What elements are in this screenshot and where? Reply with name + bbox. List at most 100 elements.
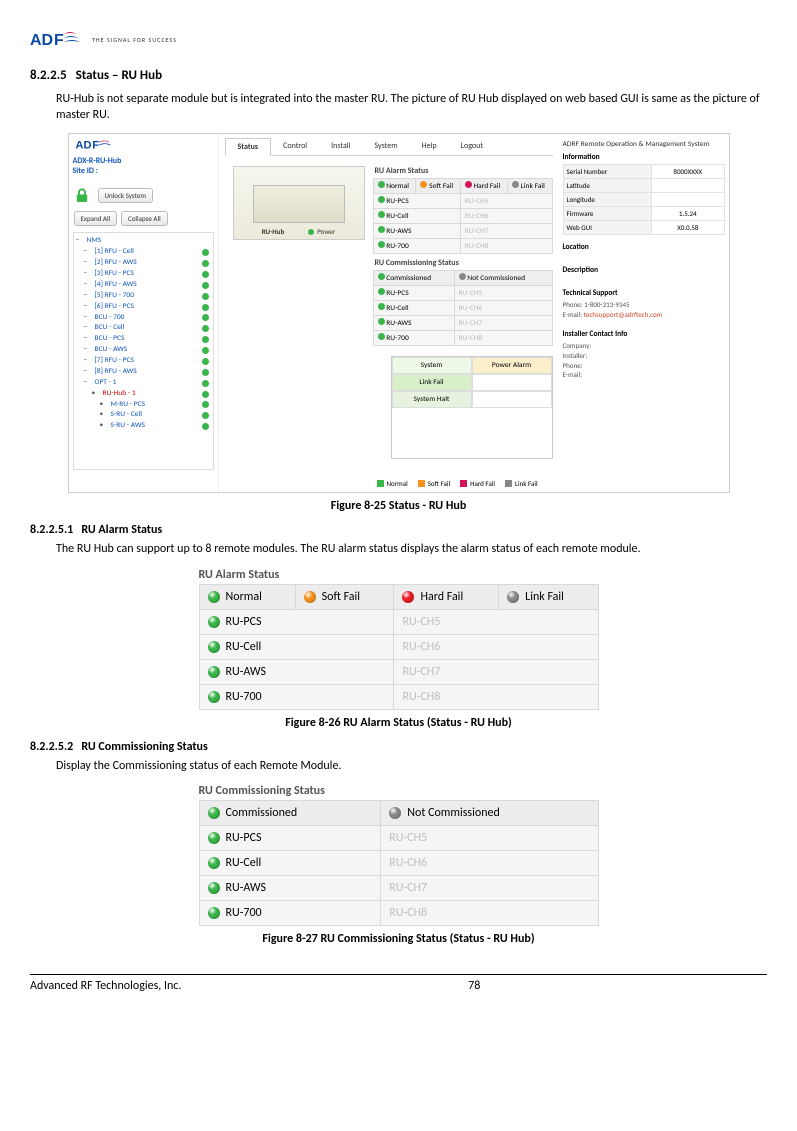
bl-hard: Hard Fail [470, 479, 495, 488]
tech-phone: Phone: 1-800-313-9345 [563, 300, 725, 310]
info-table: Serial Number8000XXXXLatitudeLongitudeFi… [563, 164, 725, 235]
legend-commissioned: Commissioned [386, 274, 431, 283]
subsection-body: The RU Hub can support up to 8 remote mo… [56, 541, 767, 557]
tree-item[interactable]: −[6] RFU - PCS [76, 302, 211, 313]
alarm-status-title: RU Alarm Status [375, 166, 553, 176]
alarm-table: NormalSoft FailHard FailLink FailRU-PCSR… [199, 584, 599, 710]
tab-install[interactable]: Install [319, 138, 362, 155]
halt-power: Power Alarm [472, 357, 552, 374]
page-footer: Advanced RF Technologies, Inc. 78 [30, 974, 767, 993]
ru-hub-image: RU-Hub Power [233, 166, 365, 240]
tech-email-link[interactable]: techsupport@adrftech.com [584, 310, 663, 319]
svg-text:F: F [92, 140, 99, 152]
info-heading: Information [563, 153, 725, 162]
nav-tabs: Status Control Install System Help Logou… [225, 138, 553, 156]
tree-item[interactable]: −OPT - 1 [76, 378, 211, 389]
subsection-heading: 8.2.2.5.1 RU Alarm Status [30, 523, 767, 537]
mini-logo: ADF [73, 138, 214, 152]
subsection-heading-2: 8.2.2.5.2 RU Commissioning Status [30, 740, 767, 754]
page-header: AD F THE SIGNAL FOR SUCCESS [30, 30, 767, 50]
section-heading: 8.2.2.5 Status – RU Hub [30, 68, 767, 83]
legend-soft: Soft Fail [429, 182, 453, 191]
tab-help[interactable]: Help [410, 138, 449, 155]
tree-item[interactable]: −[2] RFU - AWS [76, 258, 211, 269]
comm-mini-table: Commissioned Not Commissioned RU-PCSRU-C… [373, 270, 553, 346]
subsection-number: 8.2.2.5.1 [30, 523, 73, 537]
installer-heading: Installer Contact Info [563, 330, 725, 339]
figure-25-caption: Figure 8-25 Status - RU Hub [30, 499, 767, 513]
description-heading: Description [563, 266, 725, 275]
tree-item[interactable]: −BCU - Cell [76, 323, 211, 334]
legend-normal: Normal [386, 182, 409, 191]
tree-item[interactable]: −[4] RFU - AWS [76, 280, 211, 291]
right-pane: ADRF Remote Operation & Management Syste… [559, 134, 729, 492]
unlock-button[interactable]: Unlock System [98, 188, 153, 203]
halt-system: System [392, 357, 472, 374]
figure-26-caption: Figure 8-26 RU Alarm Status (Status - RU… [30, 716, 767, 730]
section-body: RU-Hub is not separate module but is int… [56, 91, 767, 123]
tree-item[interactable]: •S-RU - Cell [76, 410, 211, 421]
section-title: Status – RU Hub [76, 68, 162, 83]
tree-item[interactable]: •M-RU - PCS [76, 400, 211, 411]
subsection-body-2: Display the Commissioning status of each… [56, 758, 767, 774]
tree-item[interactable]: −[8] RFU - AWS [76, 367, 211, 378]
tagline: THE SIGNAL FOR SUCCESS [92, 36, 177, 44]
tree-item[interactable]: −[3] RFU - PCS [76, 269, 211, 280]
tree-item[interactable]: −BCU - PCS [76, 334, 211, 345]
site-id-label: Site ID : [73, 166, 214, 176]
installer-name: Installer: [563, 351, 725, 361]
tab-logout[interactable]: Logout [449, 138, 495, 155]
tab-system[interactable]: System [362, 138, 409, 155]
legend-link: Link Fail [521, 182, 545, 191]
tree-item[interactable]: •S-RU - AWS [76, 421, 211, 432]
svg-text:AD: AD [30, 32, 53, 49]
tab-control[interactable]: Control [271, 138, 319, 155]
installer-phone: Phone: [563, 361, 725, 371]
power-led-icon [308, 229, 314, 235]
left-pane: ADF ADX-R-RU-Hub Site ID : Unlock System… [69, 134, 219, 492]
model-label: ADX-R-RU-Hub [73, 156, 214, 166]
power-label: Power [317, 227, 335, 236]
tree-item[interactable]: −BCU - AWS [76, 345, 211, 356]
tree-item[interactable]: •RU-Hub - 1 [76, 389, 211, 400]
figure-26: RU Alarm Status NormalSoft FailHard Fail… [199, 568, 599, 710]
system-title: ADRF Remote Operation & Management Syste… [563, 140, 725, 149]
comm-table-title: RU Commissioning Status [199, 784, 599, 798]
bl-soft: Soft Fail [428, 479, 450, 488]
tree-item[interactable]: −BCU - 700 [76, 313, 211, 324]
legend-hard: Hard Fail [473, 182, 500, 191]
adrf-logo: AD F [30, 30, 86, 50]
comm-status-title: RU Commissioning Status [375, 258, 553, 268]
tech-email: E-mail: techsupport@adrftech.com [563, 310, 725, 320]
figure-25: ADF ADX-R-RU-Hub Site ID : Unlock System… [68, 133, 730, 493]
halt-linkfail: Link Fail [392, 374, 472, 391]
installer-company: Company: [563, 341, 725, 351]
halt-syshalt: System Halt [392, 391, 472, 408]
subsection-title: RU Alarm Status [81, 523, 162, 537]
footer-company: Advanced RF Technologies, Inc. [30, 979, 181, 993]
tree-item[interactable]: −NMS [76, 236, 211, 247]
expand-all-button[interactable]: Expand All [74, 211, 118, 226]
bottom-legend: Normal Soft Fail Hard Fail Link Fail [377, 479, 553, 488]
section-number: 8.2.2.5 [30, 68, 67, 83]
alarm-mini-table: Normal Soft Fail Hard Fail Link Fail RU-… [373, 178, 553, 254]
collapse-all-button[interactable]: Collapse All [121, 211, 168, 226]
footer-page: 78 [468, 979, 480, 993]
installer-email: E-mail: [563, 370, 725, 380]
device-tree[interactable]: −NMS−[1] RFU - Cell−[2] RFU - AWS−[3] RF… [73, 232, 214, 470]
location-heading: Location [563, 243, 725, 252]
comm-table: CommissionedNot CommissionedRU-PCSRU-CH5… [199, 800, 599, 926]
alarm-table-title: RU Alarm Status [199, 568, 599, 582]
svg-text:F: F [54, 32, 64, 49]
bl-link: Link Fail [515, 479, 538, 488]
lock-icon [73, 187, 91, 205]
bl-normal: Normal [387, 479, 408, 488]
tree-item[interactable]: −[5] RFU - 700 [76, 291, 211, 302]
tab-status[interactable]: Status [225, 138, 272, 156]
tree-item[interactable]: −[7] RFU - PCS [76, 356, 211, 367]
subsection-title-2: RU Commissioning Status [81, 740, 207, 754]
tech-support-heading: Technical Support [563, 289, 725, 298]
svg-text:AD: AD [75, 140, 91, 152]
middle-pane: Status Control Install System Help Logou… [219, 134, 559, 492]
tree-item[interactable]: −[1] RFU - Cell [76, 247, 211, 258]
